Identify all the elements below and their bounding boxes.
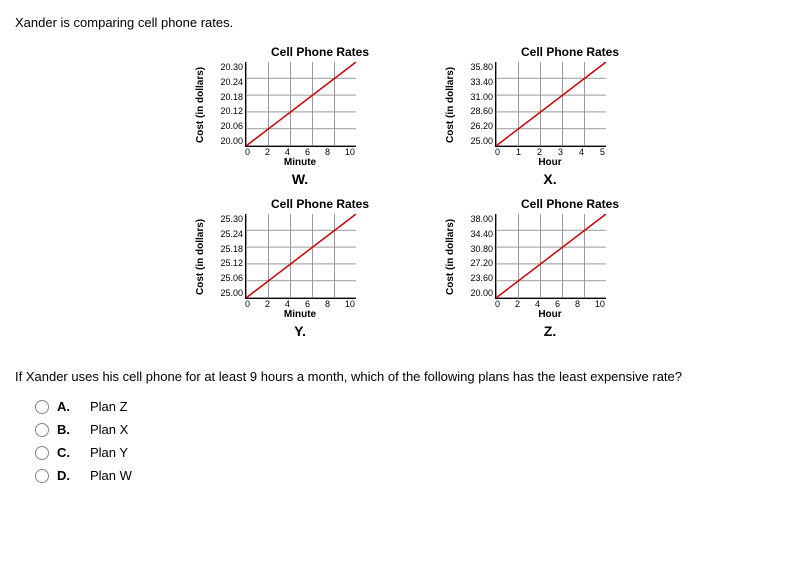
- option-text: Plan W: [90, 468, 132, 483]
- option-text: Plan Z: [90, 399, 128, 414]
- chart-letter: W.: [245, 171, 355, 187]
- option-a[interactable]: A. Plan Z: [35, 399, 785, 414]
- x-axis-label: Hour: [495, 157, 605, 168]
- y-ticks: 25.3025.2425.1825.1225.0625.00: [215, 214, 245, 298]
- chart-title: Cell Phone Rates: [475, 45, 665, 59]
- radio-icon[interactable]: [35, 446, 49, 460]
- question-text: If Xander uses his cell phone for at lea…: [15, 369, 785, 384]
- x-ticks: 0246810: [245, 299, 355, 309]
- option-letter: C.: [57, 445, 75, 460]
- chart-title: Cell Phone Rates: [475, 197, 665, 211]
- option-b[interactable]: B. Plan X: [35, 422, 785, 437]
- chart-w: Cell Phone Rates Cost (in dollars) 20.30…: [195, 45, 415, 187]
- option-c[interactable]: C. Plan Y: [35, 445, 785, 460]
- intro-text: Xander is comparing cell phone rates.: [15, 15, 785, 30]
- radio-icon[interactable]: [35, 400, 49, 414]
- option-letter: D.: [57, 468, 75, 483]
- chart-grid: [245, 62, 356, 147]
- x-axis-label: Hour: [495, 309, 605, 320]
- chart-title: Cell Phone Rates: [225, 45, 415, 59]
- y-axis-label: Cost (in dollars): [195, 62, 215, 147]
- chart-z: Cell Phone Rates Cost (in dollars) 38.00…: [445, 197, 665, 339]
- option-text: Plan X: [90, 422, 128, 437]
- chart-x: Cell Phone Rates Cost (in dollars) 35.80…: [445, 45, 665, 187]
- y-ticks: 38.0034.4030.8027.2023.6020.00: [465, 214, 495, 298]
- y-ticks: 20.3020.2420.1820.1220.0620.00: [215, 62, 245, 146]
- radio-icon[interactable]: [35, 423, 49, 437]
- y-axis-label: Cost (in dollars): [445, 214, 465, 299]
- chart-y: Cell Phone Rates Cost (in dollars) 25.30…: [195, 197, 415, 339]
- chart-letter: X.: [495, 171, 605, 187]
- y-axis-label: Cost (in dollars): [445, 62, 465, 147]
- charts-grid: Cell Phone Rates Cost (in dollars) 20.30…: [195, 45, 785, 339]
- chart-letter: Z.: [495, 323, 605, 339]
- option-letter: A.: [57, 399, 75, 414]
- chart-grid: [495, 62, 606, 147]
- x-ticks: 0246810: [245, 147, 355, 157]
- radio-icon[interactable]: [35, 469, 49, 483]
- y-axis-label: Cost (in dollars): [195, 214, 215, 299]
- x-axis-label: Minute: [245, 309, 355, 320]
- chart-grid: [495, 214, 606, 299]
- chart-grid: [245, 214, 356, 299]
- chart-letter: Y.: [245, 323, 355, 339]
- x-ticks: 0246810: [495, 299, 605, 309]
- option-d[interactable]: D. Plan W: [35, 468, 785, 483]
- chart-title: Cell Phone Rates: [225, 197, 415, 211]
- x-axis-label: Minute: [245, 157, 355, 168]
- option-text: Plan Y: [90, 445, 128, 460]
- x-ticks: 012345: [495, 147, 605, 157]
- option-letter: B.: [57, 422, 75, 437]
- y-ticks: 35.8033.4031.0028.6026.2025.00: [465, 62, 495, 146]
